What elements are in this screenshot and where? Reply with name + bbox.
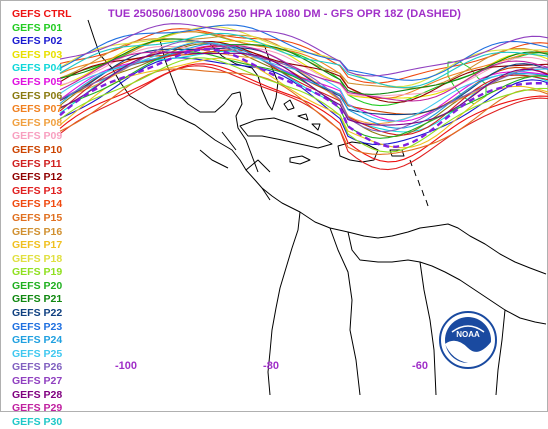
legend-item: GEFS P02	[12, 35, 63, 48]
legend-item: GEFS P22	[12, 307, 63, 320]
legend-item: GEFS P08	[12, 116, 63, 129]
lon-tick-60w: -60	[412, 360, 428, 372]
legend-item: GEFS P29	[12, 402, 63, 415]
contour-line	[59, 45, 548, 136]
legend-item: GEFS P25	[12, 347, 63, 360]
contour-line	[59, 65, 548, 171]
contour-line	[59, 23, 548, 77]
contour-line	[59, 57, 548, 153]
contour-line	[59, 40, 548, 133]
legend-item: GEFS P19	[12, 266, 63, 279]
legend-item: GEFS P06	[12, 89, 63, 102]
legend-item: GEFS P12	[12, 171, 63, 184]
legend-item: GEFS P03	[12, 48, 63, 61]
legend-item: GEFS P10	[12, 143, 63, 156]
legend-item: GEFS P01	[12, 21, 63, 34]
ensemble-contours	[59, 23, 548, 171]
contour-line	[59, 51, 548, 139]
contour-line	[59, 57, 548, 149]
contour-line	[59, 43, 548, 129]
legend-item: GEFS P27	[12, 375, 63, 388]
legend: GEFS CTRL GEFS P01 GEFS P02 GEFS P03 GEFS P0…	[12, 8, 72, 429]
contour-line	[59, 45, 548, 102]
legend-item: GEFS P20	[12, 279, 63, 292]
gfs-opr-contour	[59, 48, 548, 149]
legend-item: GEFS P05	[12, 75, 63, 88]
legend-item: GEFS P30	[12, 415, 63, 428]
legend-item: GEFS P11	[12, 157, 62, 170]
contour-line	[59, 57, 548, 146]
coastlines	[87, 19, 547, 396]
legend-item: GEFS P17	[12, 239, 63, 252]
contour-line	[59, 51, 548, 126]
legend-item: GEFS P23	[12, 320, 63, 333]
noaa-logo: NOAA	[439, 311, 497, 369]
legend-item: GEFS P07	[12, 103, 63, 116]
legend-item: GEFS P28	[12, 388, 63, 401]
contour-line	[59, 68, 548, 155]
contour-line	[59, 24, 548, 81]
legend-item: GEFS P09	[12, 130, 63, 143]
ensemble-map	[59, 19, 548, 396]
legend-item: GEFS P14	[12, 198, 63, 211]
legend-item: GEFS P15	[12, 211, 63, 224]
noaa-logo-text: NOAA	[456, 330, 480, 339]
legend-item: GEFS P16	[12, 225, 63, 238]
lon-tick-100w: -100	[114, 360, 138, 372]
legend-item: GEFS P26	[12, 361, 63, 374]
contour-line	[59, 28, 548, 84]
legend-item: GEFS P04	[12, 62, 63, 75]
legend-item: GEFS CTRL	[12, 8, 72, 20]
legend-item: GEFS P21	[12, 293, 63, 306]
lon-tick-80w: -80	[263, 360, 279, 372]
legend-item: GEFS P18	[12, 252, 63, 265]
legend-item: GEFS P24	[12, 334, 63, 347]
legend-item: GEFS P13	[12, 184, 63, 197]
contour-line	[59, 41, 548, 104]
map-title: TUE 250506/1800V096 250 HPA 1080 DM - GF…	[108, 8, 462, 20]
contour-line	[59, 32, 548, 89]
